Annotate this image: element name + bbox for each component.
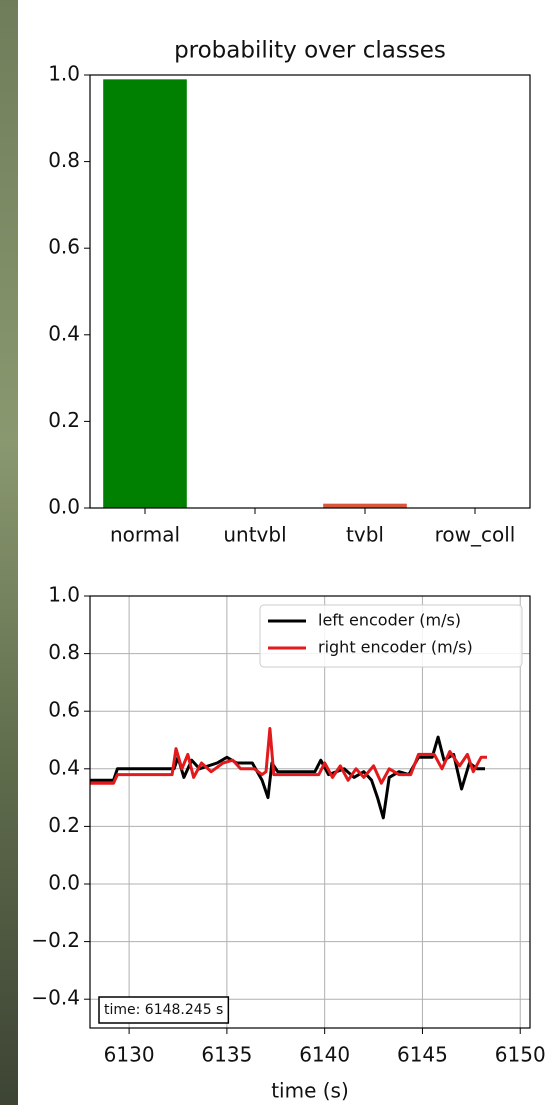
x-tick-label: 6140 — [299, 1043, 350, 1067]
bar — [323, 503, 407, 508]
y-tick-label: 0.2 — [48, 813, 80, 837]
y-tick-label: 0.6 — [48, 698, 80, 722]
x-tick-label: 6130 — [104, 1043, 155, 1067]
y-tick-label: 0.4 — [48, 755, 80, 779]
x-axis-label: time (s) — [271, 1079, 349, 1103]
y-tick-label: 0.2 — [48, 408, 80, 432]
y-tick-label: −0.4 — [31, 986, 80, 1010]
y-tick-label: 0.0 — [48, 871, 80, 895]
x-tick-label: 6135 — [201, 1043, 252, 1067]
x-tick-label: row_coll — [435, 523, 516, 547]
y-tick-label: 1.0 — [48, 62, 80, 86]
x-tick-label: untvbl — [223, 523, 286, 547]
line-series — [90, 727, 487, 785]
annotation-box — [98, 996, 230, 1024]
y-tick-label: 0.0 — [48, 495, 80, 519]
background-strip — [0, 0, 18, 1105]
axes-frame — [89, 74, 531, 509]
y-tick-label: −0.2 — [31, 928, 80, 952]
line-series — [90, 735, 485, 820]
legend-label: right encoder (m/s) — [318, 638, 473, 657]
axes-frame — [89, 595, 531, 1029]
y-tick-label: 0.8 — [48, 640, 80, 664]
x-tick-label: 6145 — [397, 1043, 448, 1067]
y-tick-label: 0.4 — [48, 321, 80, 345]
legend-box — [259, 604, 523, 668]
y-tick-label: 1.0 — [48, 583, 80, 607]
legend-label: left encoder (m/s) — [318, 611, 461, 630]
bar — [103, 79, 187, 508]
y-tick-label: 0.8 — [48, 148, 80, 172]
x-tick-label: 6150 — [495, 1043, 546, 1067]
annotation: time: 6148.245 s — [104, 1002, 223, 1018]
chart-title: probability over classes — [174, 38, 446, 64]
x-tick-label: normal — [110, 523, 180, 547]
x-tick-label: tvbl — [346, 523, 384, 547]
y-tick-label: 0.6 — [48, 235, 80, 259]
